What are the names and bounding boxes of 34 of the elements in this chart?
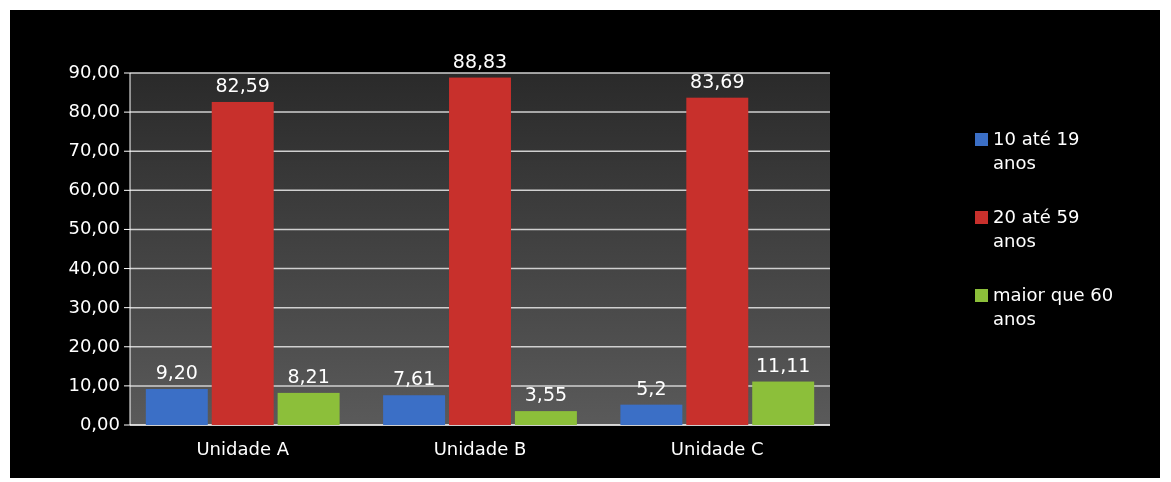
legend-label: 10 até 19 anos: [993, 128, 1080, 173]
data-label: 3,55: [524, 383, 568, 406]
legend-label: maior que 60 anos: [993, 284, 1114, 329]
data-label: 8,21: [287, 364, 330, 387]
y-tick-label: 70,00: [68, 139, 120, 161]
y-tick-label: 10,00: [68, 373, 120, 395]
bar: [752, 381, 815, 425]
bar: [514, 411, 577, 425]
bar: [383, 395, 446, 425]
bar: [449, 77, 511, 425]
y-tick-label: 80,00: [68, 100, 120, 122]
bar: [277, 392, 340, 425]
data-label: 11,11: [756, 353, 811, 376]
y-tick-label: 50,00: [68, 217, 120, 239]
y-tick-label: 20,00: [68, 334, 120, 356]
bar: [620, 404, 683, 425]
x-tick-label: Unidade C: [670, 438, 764, 459]
data-label: 88,83: [452, 49, 508, 72]
bar: [686, 97, 749, 425]
legend-label: 20 até 59 anos: [993, 206, 1080, 251]
y-tick-label: 30,00: [68, 295, 120, 317]
data-label: 82,59: [215, 73, 270, 96]
data-label: 7,61: [392, 367, 436, 390]
data-label: 9,20: [155, 361, 198, 384]
x-tick-label: Unidade A: [196, 438, 290, 459]
x-tick-label: Unidade B: [433, 438, 527, 459]
y-tick-label: 40,00: [68, 256, 120, 278]
y-tick-label: 90,00: [68, 61, 120, 82]
y-tick-label: 0,00: [79, 413, 120, 434]
data-label: 5,2: [636, 376, 667, 399]
data-label: 83,69: [690, 69, 745, 92]
bar: [145, 389, 208, 425]
y-tick-label: 60,00: [68, 178, 120, 200]
bar: [211, 101, 274, 425]
